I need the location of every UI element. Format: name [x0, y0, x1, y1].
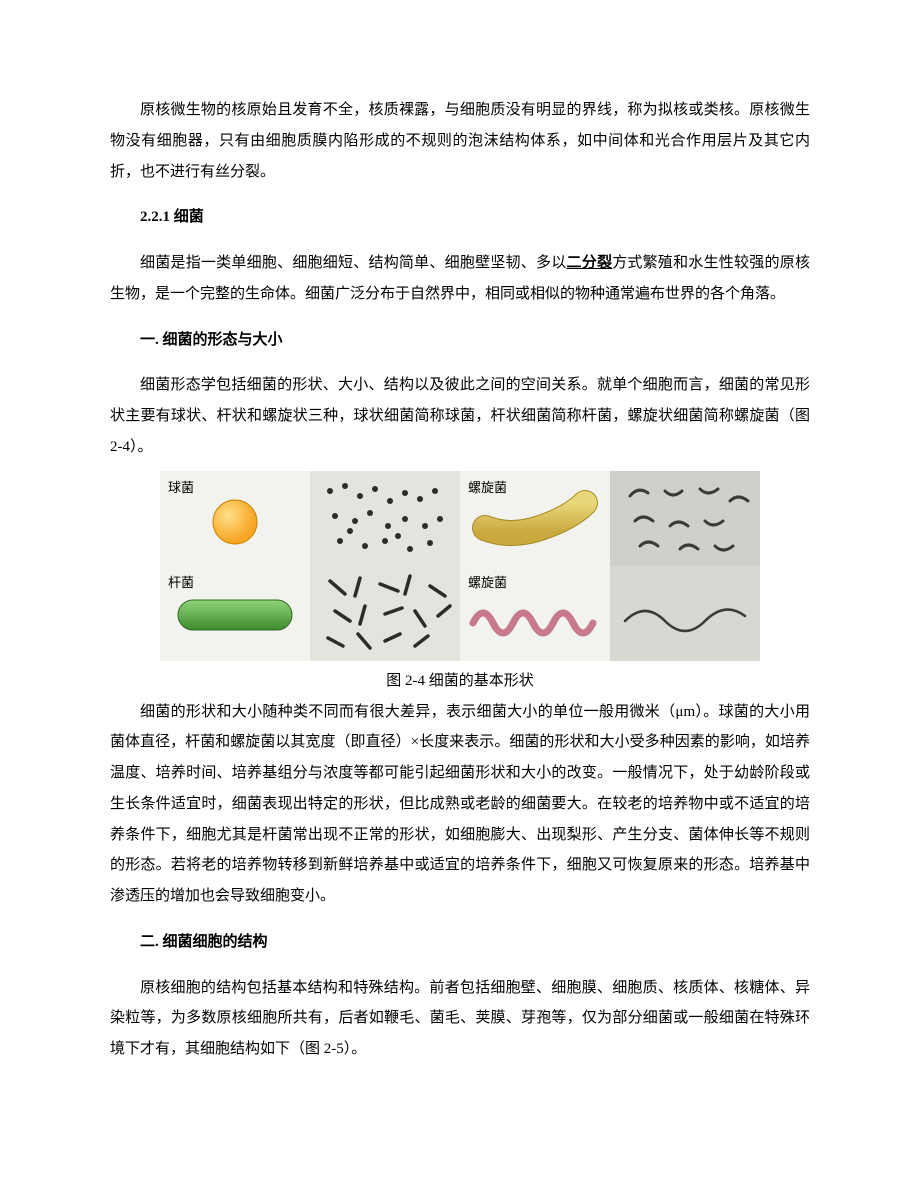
figure-label-bacillus: 杆菌	[168, 572, 194, 591]
heading-morphology: 一. 细菌的形态与大小	[140, 325, 810, 356]
paragraph-morphology: 细菌形态学包括细菌的形状、大小、结构以及彼此之间的空间关系。就单个细胞而言，细菌…	[110, 370, 810, 462]
document-page: 原核微生物的核原始且发育不全，核质裸露，与细胞质没有明显的界线，称为拟核或类核。…	[0, 0, 920, 1191]
figure-cell-bacillus-schematic: 杆菌	[160, 566, 310, 661]
text-p2-bold: 二分裂	[566, 255, 612, 271]
figure-cell-coccus-schematic: 球菌	[160, 471, 310, 566]
figure-label-spirillum1: 螺旋菌	[468, 477, 507, 496]
coccus-micro-icon	[310, 471, 460, 566]
figure-2-4: 球菌	[160, 471, 760, 693]
spirillum-micro-icon	[610, 566, 760, 661]
bacillus-icon	[170, 588, 300, 638]
figure-row-top: 球菌	[160, 471, 760, 566]
section-number-221: 2.2.1 细菌	[140, 202, 810, 233]
figure-cell-coccus-micro	[310, 471, 460, 566]
bacillus-micro-icon	[310, 566, 460, 661]
figure-cell-bacillus-micro	[310, 566, 460, 661]
coccus-icon	[205, 488, 265, 548]
figure-row-bottom: 杆菌	[160, 566, 760, 661]
text-p2a: 细菌是指一类单细胞、细胞细短、结构简单、细胞壁坚韧、多以	[140, 255, 566, 271]
figure-cell-spirillum1-schematic: 螺旋菌	[460, 471, 610, 566]
figure-caption-2-4: 图 2-4 细菌的基本形状	[160, 669, 760, 693]
heading-structure: 二. 细菌细胞的结构	[140, 927, 810, 958]
figure-label-spirillum2: 螺旋菌	[468, 572, 507, 591]
paragraph-bacteria-def: 细菌是指一类单细胞、细胞细短、结构简单、细胞壁坚韧、多以二分裂方式繁殖和水生性较…	[110, 248, 810, 310]
spirillum-icon	[465, 583, 605, 643]
vibrio-micro-icon	[610, 471, 760, 566]
paragraph-size: 细菌的形状和大小随种类不同而有很大差异，表示细菌大小的单位一般用微米（μm）。球…	[110, 697, 810, 912]
paragraph-intro: 原核微生物的核原始且发育不全，核质裸露，与细胞质没有明显的界线，称为拟核或类核。…	[110, 95, 810, 187]
figure-cell-spirillum1-micro	[610, 471, 760, 566]
figure-cell-spirillum2-schematic: 螺旋菌	[460, 566, 610, 661]
figure-cell-spirillum2-micro	[610, 566, 760, 661]
paragraph-structure: 原核细胞的结构包括基本结构和特殊结构。前者包括细胞壁、细胞膜、细胞质、核质体、核…	[110, 973, 810, 1065]
figure-label-coccus: 球菌	[168, 477, 194, 496]
